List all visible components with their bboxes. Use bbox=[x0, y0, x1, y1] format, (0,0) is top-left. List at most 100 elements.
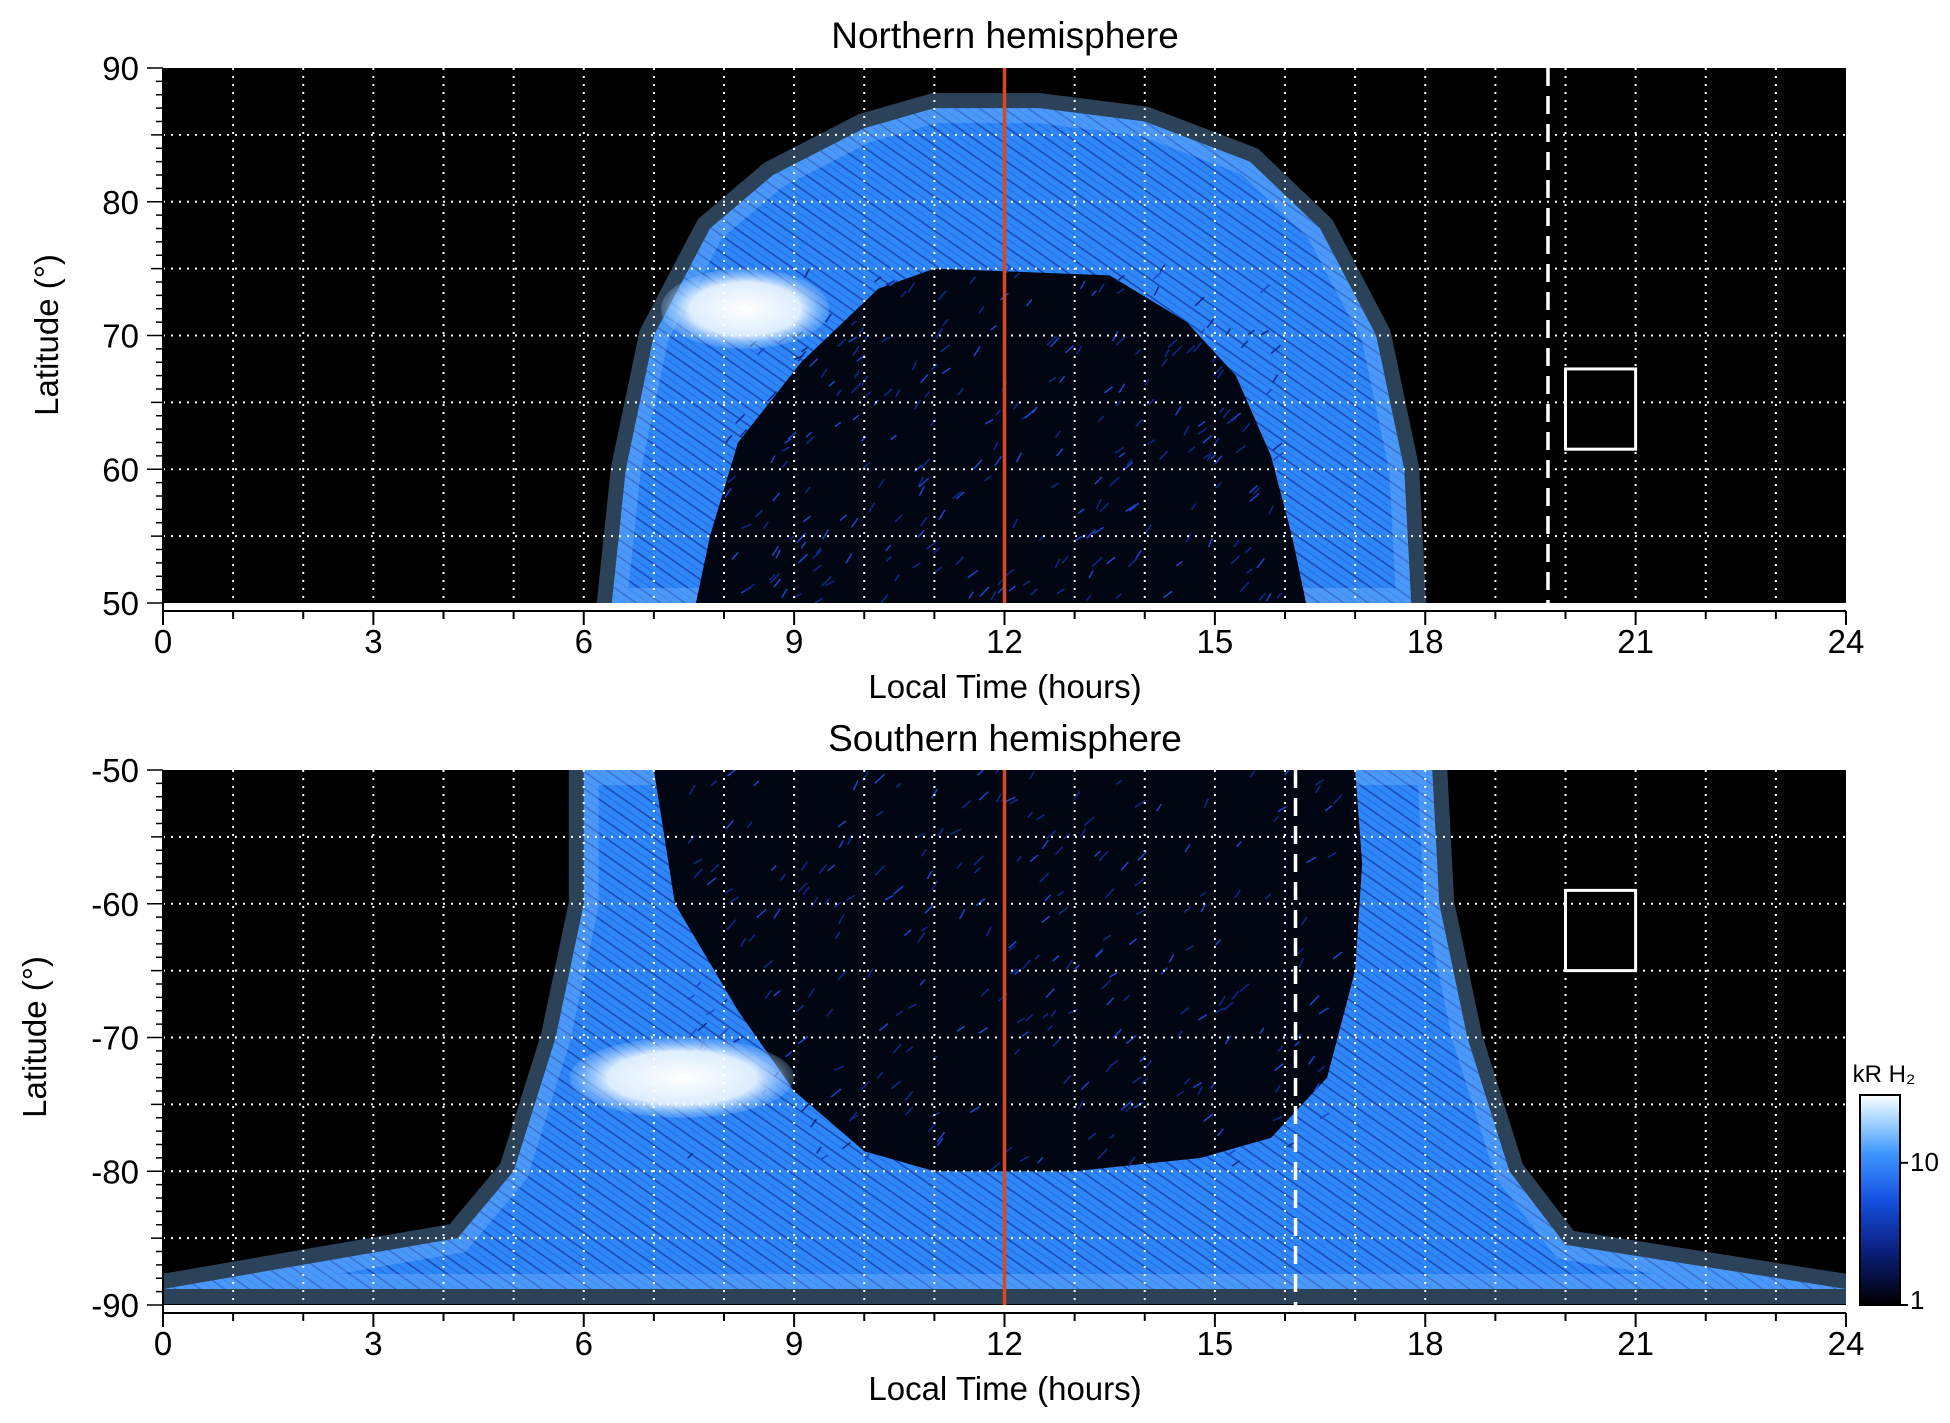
speckle bbox=[1249, 492, 1260, 503]
speckle bbox=[1058, 906, 1069, 915]
speckle bbox=[1156, 803, 1162, 812]
speckle bbox=[1094, 850, 1101, 858]
speckle bbox=[933, 547, 941, 554]
speckle bbox=[801, 1102, 811, 1112]
speckle bbox=[852, 780, 859, 791]
aurora-oval bbox=[596, 93, 1427, 603]
speckle bbox=[1088, 570, 1094, 579]
speckle bbox=[725, 434, 733, 444]
speckle bbox=[687, 994, 695, 1001]
speckle bbox=[797, 350, 807, 362]
speckle bbox=[1265, 593, 1272, 602]
speckle bbox=[997, 578, 1004, 587]
speckle bbox=[1203, 798, 1210, 809]
colorbar-tick-label: 1 bbox=[1910, 1285, 1924, 1315]
speckle bbox=[1294, 1041, 1301, 1047]
speckle bbox=[795, 1004, 804, 1013]
speckle bbox=[1231, 1160, 1241, 1167]
speckle bbox=[766, 391, 778, 402]
speckle bbox=[1159, 264, 1166, 272]
speckle bbox=[1068, 1008, 1079, 1015]
speckle bbox=[1249, 770, 1256, 778]
speckle bbox=[1230, 555, 1241, 565]
speckle bbox=[710, 779, 718, 787]
speckle bbox=[868, 502, 876, 513]
speckle bbox=[874, 773, 886, 785]
speckle bbox=[724, 488, 732, 498]
speckle bbox=[811, 896, 819, 907]
y-tick-label: 60 bbox=[102, 451, 139, 488]
speckle bbox=[860, 1080, 870, 1091]
speckle bbox=[1109, 1059, 1119, 1067]
speckle bbox=[687, 835, 696, 845]
speckle bbox=[1265, 388, 1273, 396]
speckle bbox=[1177, 1030, 1183, 1038]
speckle bbox=[816, 1146, 822, 1154]
speckle bbox=[1239, 581, 1250, 593]
speckle bbox=[1016, 1017, 1026, 1024]
speckle bbox=[1274, 1063, 1284, 1072]
speckle bbox=[726, 770, 736, 777]
speckle bbox=[763, 960, 774, 969]
x-tick-label: 15 bbox=[1197, 1325, 1234, 1362]
speckle bbox=[1118, 383, 1126, 393]
speckle bbox=[930, 363, 938, 371]
speckle bbox=[740, 937, 747, 948]
speckle bbox=[1046, 335, 1058, 346]
speckle bbox=[1101, 979, 1112, 990]
speckle bbox=[1206, 451, 1213, 462]
speckle bbox=[724, 887, 734, 894]
x-axis-label: Local Time (hours) bbox=[868, 1370, 1141, 1407]
speckle bbox=[937, 290, 947, 301]
speckle bbox=[1077, 508, 1085, 515]
speckle bbox=[1098, 283, 1105, 293]
speckle bbox=[824, 897, 830, 905]
colorbar-ticks: 1 10 bbox=[1900, 1147, 1939, 1315]
x-tick-label: 15 bbox=[1197, 623, 1234, 660]
x-tick-label: 0 bbox=[154, 623, 172, 660]
speckle bbox=[1127, 1156, 1136, 1167]
speckle bbox=[1008, 944, 1016, 952]
speckle bbox=[705, 1009, 715, 1016]
speckle bbox=[1272, 374, 1279, 384]
speckle bbox=[727, 475, 736, 484]
speckle bbox=[885, 556, 892, 563]
speckle bbox=[936, 1131, 946, 1143]
speckle bbox=[731, 552, 739, 561]
speckle bbox=[1222, 408, 1231, 419]
speckle bbox=[1104, 887, 1115, 899]
speckle bbox=[1298, 957, 1305, 968]
speckle bbox=[753, 780, 760, 787]
speckle bbox=[1300, 916, 1308, 926]
speckle bbox=[1080, 1081, 1090, 1091]
speckle bbox=[1079, 280, 1086, 290]
x-tick-label: 21 bbox=[1617, 1325, 1654, 1362]
speckle bbox=[990, 1161, 1001, 1171]
bright-spot bbox=[660, 268, 830, 349]
speckle bbox=[917, 529, 925, 538]
speckle bbox=[1283, 770, 1290, 776]
speckle bbox=[1054, 558, 1061, 569]
speckle bbox=[890, 434, 897, 441]
speckle bbox=[892, 1043, 903, 1054]
speckle bbox=[874, 865, 886, 876]
speckle bbox=[689, 1028, 698, 1038]
speckle bbox=[1213, 365, 1223, 377]
speckle bbox=[984, 475, 992, 482]
speckle bbox=[1106, 556, 1116, 565]
speckle bbox=[1086, 529, 1097, 539]
speckle bbox=[875, 810, 884, 817]
speckle bbox=[1009, 968, 1018, 975]
speckle bbox=[941, 367, 951, 375]
speckle bbox=[1187, 446, 1196, 453]
x-tick-label: 9 bbox=[785, 623, 803, 660]
speckle bbox=[1013, 402, 1020, 410]
speckle bbox=[913, 399, 922, 410]
speckle bbox=[1109, 971, 1118, 978]
speckle bbox=[781, 460, 788, 469]
speckle bbox=[1286, 1141, 1295, 1148]
speckle bbox=[918, 485, 925, 497]
speckle bbox=[1192, 1081, 1202, 1089]
speckle bbox=[1115, 400, 1122, 407]
